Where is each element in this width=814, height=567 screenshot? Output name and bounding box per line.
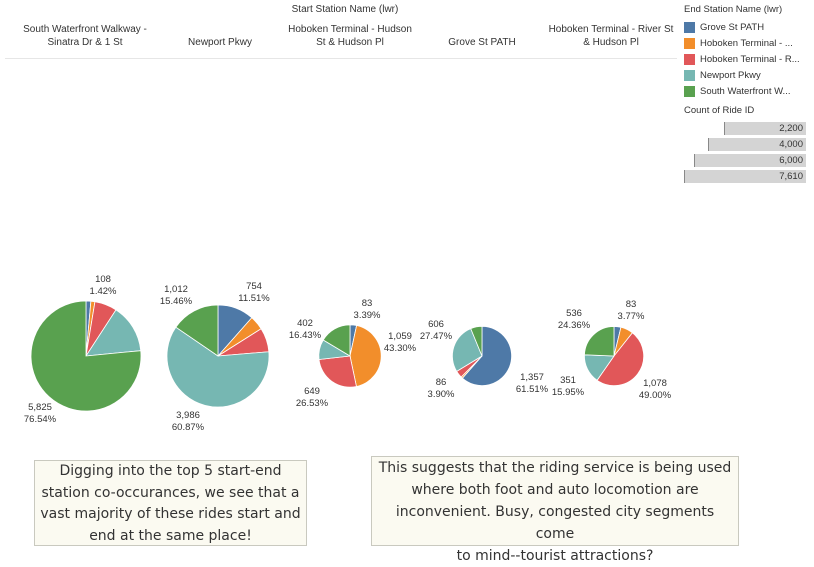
- note-line: This suggests that the riding service is…: [378, 460, 732, 476]
- column-header-line: Hoboken Terminal - River St: [548, 24, 674, 35]
- column-header-line: Grove St PATH: [448, 37, 516, 48]
- pie-slice[interactable]: [166, 326, 270, 408]
- legend-item-hoboken-river[interactable]: Hoboken Terminal - R...: [684, 51, 810, 67]
- note-line: to mind--tourist attractions?: [456, 548, 654, 564]
- data-label: 1,059 43.30%: [384, 331, 417, 354]
- pie-slice[interactable]: [451, 328, 483, 372]
- size-legend-label: 2,200: [779, 123, 803, 134]
- column-header-line: South Waterfront Walkway -: [23, 24, 147, 35]
- pie-slice[interactable]: [30, 300, 142, 412]
- column-header-line: Hoboken Terminal - Hudson: [288, 24, 412, 35]
- pie-slice[interactable]: [175, 304, 219, 357]
- data-label: 108 1.42%: [90, 274, 117, 297]
- note-line: end at the same place!: [89, 527, 252, 544]
- size-legend-bar: [708, 138, 806, 151]
- legend-item-grove[interactable]: Grove St PATH: [684, 19, 810, 35]
- color-legend: End Station Name (lwr) Grove St PATH Hob…: [684, 4, 810, 99]
- column-header-hoboken-hudson: Hoboken Terminal - Hudson St & Hudson Pl: [275, 23, 425, 49]
- data-label: 402 16.43%: [289, 318, 322, 341]
- data-label: 86 3.90%: [428, 377, 455, 400]
- pie-chart-area: 108 1.42% 5,825 76.54% 754 11.51% 1,012 15.46% 3…: [24, 274, 672, 433]
- legend-swatch: [684, 21, 695, 33]
- legend-label: Grove St PATH: [700, 21, 765, 33]
- pie-slice[interactable]: [596, 332, 645, 387]
- legend-swatch: [684, 85, 695, 97]
- column-header-newport: Newport Pkwy: [150, 36, 290, 49]
- data-label: 649 26.53%: [296, 386, 329, 409]
- column-header-south-waterfront: South Waterfront Walkway - Sinatra Dr & …: [10, 23, 160, 49]
- data-label: 1,357 61.51%: [516, 372, 549, 395]
- column-header-line: & Hudson Pl: [583, 37, 639, 48]
- data-label: 1,012 15.46%: [160, 284, 193, 307]
- size-legend-row: 6,000: [684, 154, 806, 167]
- data-label: 5,825 76.54%: [24, 402, 57, 425]
- pie-slice[interactable]: [584, 326, 615, 357]
- pie-slice[interactable]: [470, 325, 483, 357]
- legend-label: South Waterfront W...: [700, 85, 791, 97]
- header-rule: [5, 58, 677, 59]
- note-line: Digging into the top 5 start-end: [59, 463, 282, 479]
- size-legend-row: 4,000: [684, 138, 806, 151]
- data-label: 83 3.39%: [354, 298, 381, 321]
- data-label: 3,986 60.87%: [172, 410, 205, 433]
- data-label: 1,078 49.00%: [639, 378, 672, 401]
- legend-label: Newport Pkwy: [700, 69, 761, 81]
- legend-label: Hoboken Terminal - ...: [700, 37, 793, 49]
- pie-slice[interactable]: [322, 324, 351, 357]
- legend-swatch: [684, 37, 695, 49]
- note-line: inconvenient. Busy, congested city segme…: [395, 504, 715, 542]
- column-header-hoboken-river: Hoboken Terminal - River St & Hudson Pl: [536, 23, 686, 49]
- size-legend-row: 7,610: [684, 170, 806, 183]
- size-legend-bar: [694, 154, 806, 167]
- column-header-line: St & Hudson Pl: [316, 37, 384, 48]
- header-title: Start Station Name (lwr): [291, 4, 399, 15]
- legend-swatch: [684, 69, 695, 81]
- column-header-line: Sinatra Dr & 1 St: [47, 37, 123, 48]
- pie-slice[interactable]: [349, 325, 382, 387]
- size-legend-bar: [684, 170, 806, 183]
- data-label: 536 24.36%: [558, 308, 591, 331]
- legend-label: Hoboken Terminal - R...: [700, 53, 800, 65]
- note-line: where both foot and auto locomotion are: [411, 482, 699, 498]
- size-legend-title: Count of Ride ID: [684, 105, 755, 116]
- legend-swatch: [684, 53, 695, 65]
- legend-item-newport[interactable]: Newport Pkwy: [684, 67, 810, 83]
- legend-item-south-waterfront[interactable]: South Waterfront W...: [684, 83, 810, 99]
- size-legend-label: 6,000: [779, 155, 803, 166]
- annotation-note-interpretation: This suggests that the riding service is…: [371, 456, 739, 564]
- size-legend-label: 4,000: [779, 139, 803, 150]
- data-label: 83 3.77%: [618, 299, 645, 322]
- legend-title: End Station Name (lwr): [684, 4, 783, 15]
- column-header-grove: Grove St PATH: [412, 36, 552, 49]
- pie-slice[interactable]: [318, 355, 357, 388]
- annotation-note-majority: Digging into the top 5 start-end station…: [34, 460, 307, 546]
- legend-item-hoboken-hudson[interactable]: Hoboken Terminal - ...: [684, 35, 810, 51]
- note-line: station co-occurances, we see that a: [41, 484, 300, 501]
- note-line: vast majority of these rides start and: [40, 506, 301, 522]
- size-legend-bar: [724, 122, 806, 135]
- pie-slice[interactable]: [461, 325, 512, 387]
- column-header-line: Newport Pkwy: [188, 37, 252, 48]
- data-label: 351 15.95%: [552, 375, 585, 398]
- size-legend-row: 2,200: [684, 122, 806, 135]
- data-label: 754 11.51%: [238, 281, 270, 304]
- size-legend-label: 7,610: [779, 171, 803, 182]
- data-label: 606 27.47%: [420, 319, 453, 342]
